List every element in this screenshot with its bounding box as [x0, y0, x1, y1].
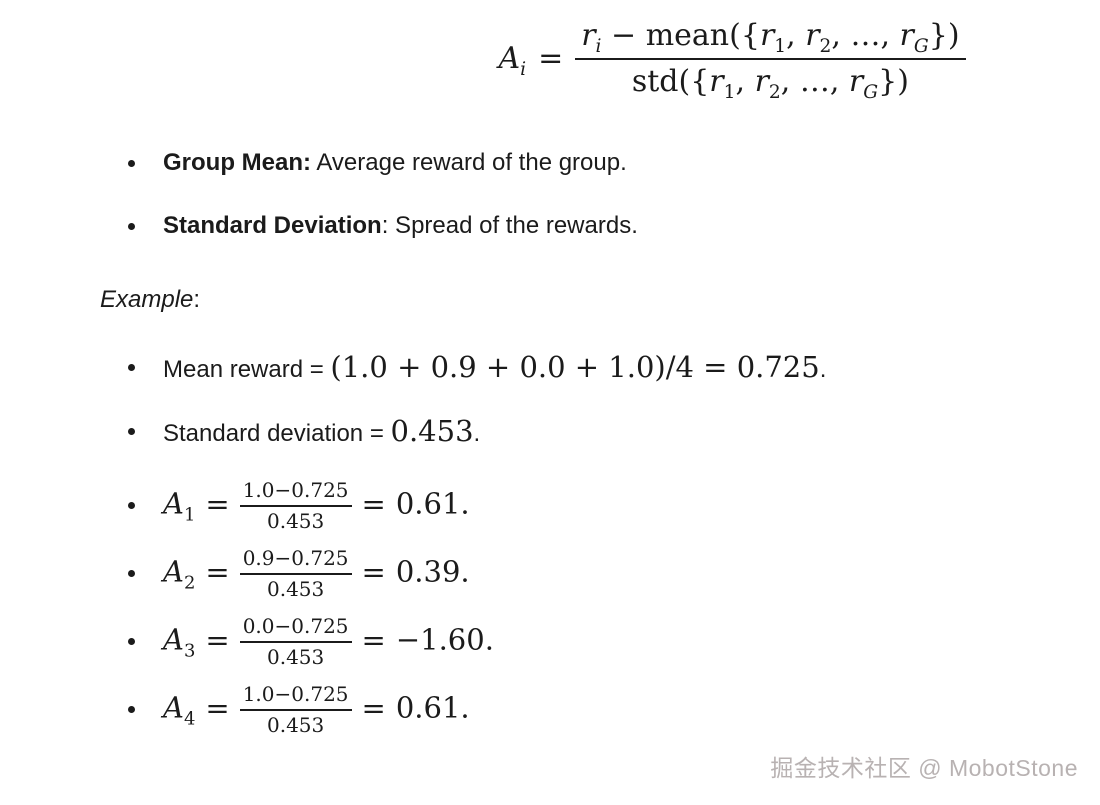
advantage-fraction: 1.0−0.725 0.453 [239, 682, 352, 737]
math-expression: 0.453 [390, 414, 474, 448]
equals-sign: = [361, 554, 386, 589]
advantage-fraction: 0.0−0.725 0.453 [239, 614, 352, 669]
main-formula: Ai = ri − mean({r1, r2, …, rG}) std({r1, … [182, 18, 1100, 103]
fraction-numerator: ri − mean({r1, r2, …, rG}) [575, 18, 966, 60]
bullet-icon [128, 570, 135, 577]
bullet-icon [128, 706, 135, 713]
list-item-standard-deviation-value: Standard deviation = 0.453. [128, 414, 1100, 448]
advantage-result: 0.39 [395, 554, 461, 589]
term-description: Average reward of the group. [311, 149, 627, 176]
list-item-advantage-4: A4 = 1.0−0.725 0.453 = 0.61. [128, 682, 1100, 737]
advantage-result: 0.61 [395, 486, 461, 521]
bullet-icon [128, 427, 135, 435]
example-list: Mean reward = (1.0 + 0.9 + 0.0 + 1.0)/4 … [0, 350, 1100, 737]
example-heading: Example: [100, 286, 201, 313]
equals-sign: = [361, 622, 386, 657]
bullet-icon [128, 363, 135, 371]
equals-sign: = [205, 690, 230, 725]
advantage-symbol: A [163, 554, 184, 589]
list-item-mean-reward: Mean reward = (1.0 + 0.9 + 0.0 + 1.0)/4 … [128, 350, 1100, 384]
list-item-advantage-3: A3 = 0.0−0.725 0.453 = −1.60. [128, 614, 1100, 669]
equals-sign: = [361, 690, 386, 725]
advantage-result: −1.60 [395, 622, 485, 657]
list-item-standard-deviation: Standard Deviation: Spread of the reward… [128, 212, 1100, 240]
definition-text: Group Mean: Average reward of the group. [163, 149, 627, 177]
advantage-result: 0.61 [395, 690, 461, 725]
bullet-icon [128, 222, 135, 230]
item-label: Standard deviation = [163, 420, 391, 447]
definitions-list: Group Mean: Average reward of the group.… [0, 149, 1100, 240]
bullet-icon [128, 638, 135, 645]
list-item-advantage-2: A2 = 0.9−0.725 0.453 = 0.39. [128, 546, 1100, 601]
bullet-icon [128, 159, 135, 167]
item-label: Mean reward = [163, 356, 331, 383]
list-item-group-mean: Group Mean: Average reward of the group. [128, 149, 1100, 177]
advantage-fraction: 0.9−0.725 0.453 [239, 546, 352, 601]
equals-sign: = [205, 486, 230, 521]
advantage-symbol: A [163, 690, 184, 725]
equals-sign: = [538, 41, 564, 76]
advantage-symbol: A [163, 486, 184, 521]
formula-lhs: Ai = [498, 41, 564, 80]
definition-text: Standard Deviation: Spread of the reward… [163, 212, 638, 240]
term-label: Group Mean: [163, 149, 311, 176]
equals-sign: = [361, 486, 386, 521]
watermark: 掘金技术社区 @ MobotStone [770, 755, 1078, 781]
math-expression: (1.0 + 0.9 + 0.0 + 1.0)/4 = 0.725 [330, 350, 820, 384]
document-page: Ai = ri − mean({r1, r2, …, rG}) std({r1, … [0, 18, 1100, 781]
list-item-advantage-1: A1 = 1.0−0.725 0.453 = 0.61. [128, 478, 1100, 533]
equals-sign: = [205, 554, 230, 589]
bullet-icon [128, 502, 135, 509]
formula-fraction: ri − mean({r1, r2, …, rG}) std({r1, r2, … [575, 18, 966, 103]
term-description: : Spread of the rewards. [381, 212, 638, 239]
fraction-denominator: std({r1, r2, …, rG}) [631, 64, 909, 103]
advantage-fraction: 1.0−0.725 0.453 [239, 478, 352, 533]
advantage-symbol: A [163, 622, 184, 657]
term-label: Standard Deviation [163, 212, 382, 239]
equals-sign: = [205, 622, 230, 657]
